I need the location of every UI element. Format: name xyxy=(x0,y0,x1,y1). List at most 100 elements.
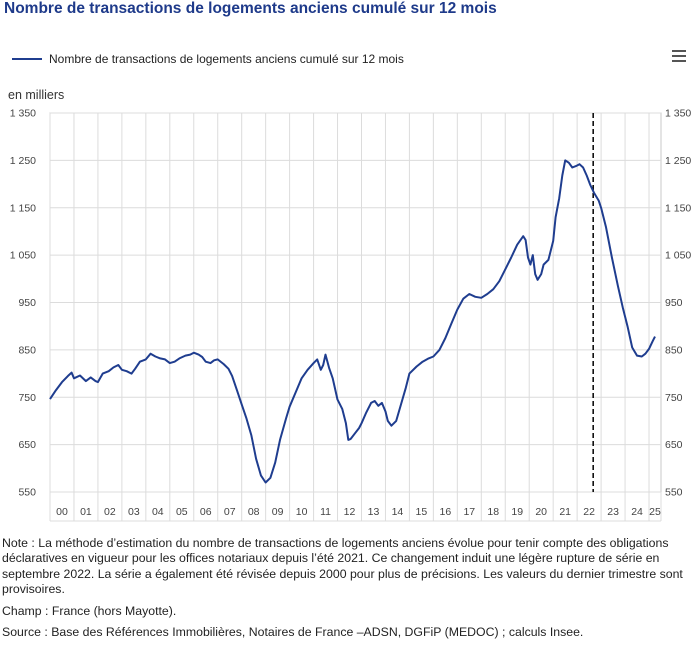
data-point xyxy=(316,359,318,361)
hamburger-menu-icon[interactable] xyxy=(672,50,686,62)
data-point xyxy=(134,368,136,370)
x-tick-label: 09 xyxy=(272,506,284,518)
data-point xyxy=(534,273,536,275)
data-point xyxy=(49,398,51,400)
data-point xyxy=(241,404,243,406)
y-tick-label-right: 550 xyxy=(665,487,683,499)
x-tick-label: 14 xyxy=(392,506,404,518)
data-point xyxy=(97,381,99,383)
data-point xyxy=(463,298,465,300)
data-point xyxy=(370,402,372,404)
data-point xyxy=(416,366,418,368)
data-point xyxy=(164,359,166,361)
data-point xyxy=(217,359,219,361)
data-point xyxy=(113,367,115,369)
x-tick-label: 17 xyxy=(463,506,475,518)
line-chart: 1 350 1 350 1 250 1 250 1 150 1 150 1 050 1 050… xyxy=(10,108,691,522)
y-axis-unit-label: en milliers xyxy=(8,88,65,102)
data-point xyxy=(155,356,157,358)
data-point xyxy=(480,297,482,299)
data-point xyxy=(85,380,87,382)
x-tick-label: 19 xyxy=(511,506,523,518)
data-point xyxy=(498,280,500,282)
data-point xyxy=(564,160,566,162)
data-point xyxy=(439,349,441,351)
data-point xyxy=(322,364,324,366)
notes-block: Note : La méthode d’estimation du nombre… xyxy=(2,536,690,640)
data-point xyxy=(622,306,624,308)
data-point xyxy=(139,361,141,363)
data-point xyxy=(145,359,147,361)
data-point xyxy=(377,405,379,407)
data-point xyxy=(255,458,257,460)
y-tick-label-right: 1 350 xyxy=(665,108,691,120)
data-point xyxy=(532,254,534,256)
data-point xyxy=(301,378,303,380)
data-point xyxy=(55,389,57,391)
data-point xyxy=(600,207,602,209)
x-tick-label: 22 xyxy=(583,506,595,518)
data-point xyxy=(561,175,563,177)
x-tick-label: 25 xyxy=(649,506,661,518)
data-point xyxy=(598,200,600,202)
series-line xyxy=(49,159,656,484)
data-point xyxy=(652,341,654,343)
data-point xyxy=(150,353,152,355)
data-point xyxy=(636,355,638,357)
x-tick-label: 11 xyxy=(320,506,331,518)
data-point xyxy=(307,369,309,371)
data-point xyxy=(328,367,330,369)
data-point xyxy=(374,400,376,402)
data-point xyxy=(361,423,363,425)
data-point xyxy=(210,362,212,364)
data-point xyxy=(126,370,128,372)
data-point xyxy=(516,244,518,246)
data-point xyxy=(510,257,512,259)
data-point xyxy=(332,378,334,380)
data-point xyxy=(108,370,110,372)
data-point xyxy=(90,377,92,379)
data-point xyxy=(486,293,488,295)
data-point xyxy=(422,361,424,363)
data-point xyxy=(451,323,453,325)
x-tick-label: 00 xyxy=(56,506,68,518)
legend-item[interactable]: Nombre de transactions de logements anci… xyxy=(12,52,404,66)
data-point xyxy=(325,354,327,356)
data-point xyxy=(193,352,195,354)
chart-title: Nombre de transactions de logements anci… xyxy=(4,0,497,17)
x-tick-label: 24 xyxy=(631,506,643,518)
x-tick-label: 12 xyxy=(344,506,356,518)
data-point xyxy=(469,293,471,295)
x-tick-label: 21 xyxy=(559,506,571,518)
data-point xyxy=(433,356,435,358)
x-tick-label: 07 xyxy=(224,506,236,518)
data-point xyxy=(67,375,69,377)
data-point xyxy=(543,264,545,266)
y-tick-label-right: 650 xyxy=(665,439,683,451)
data-point xyxy=(527,257,529,259)
data-point xyxy=(198,354,200,356)
data-point xyxy=(537,279,539,281)
data-point xyxy=(270,477,272,479)
x-tick-label: 06 xyxy=(200,506,212,518)
data-point xyxy=(590,184,592,186)
data-point xyxy=(582,167,584,169)
data-point xyxy=(117,364,119,366)
data-point xyxy=(575,165,577,167)
y-tick-label-left: 1 050 xyxy=(10,250,36,262)
y-tick-label-right: 1 250 xyxy=(665,155,691,167)
data-point xyxy=(645,353,647,355)
y-tick-label-left: 1 150 xyxy=(10,202,36,214)
data-point xyxy=(395,420,397,422)
data-point xyxy=(504,269,506,271)
data-point xyxy=(548,259,550,261)
data-point xyxy=(475,296,477,298)
data-point xyxy=(71,372,73,374)
data-point xyxy=(205,361,207,363)
data-point xyxy=(61,381,63,383)
data-point xyxy=(279,439,281,441)
data-point xyxy=(354,433,356,435)
data-point xyxy=(568,162,570,164)
data-point xyxy=(648,348,650,350)
data-point xyxy=(313,362,315,364)
